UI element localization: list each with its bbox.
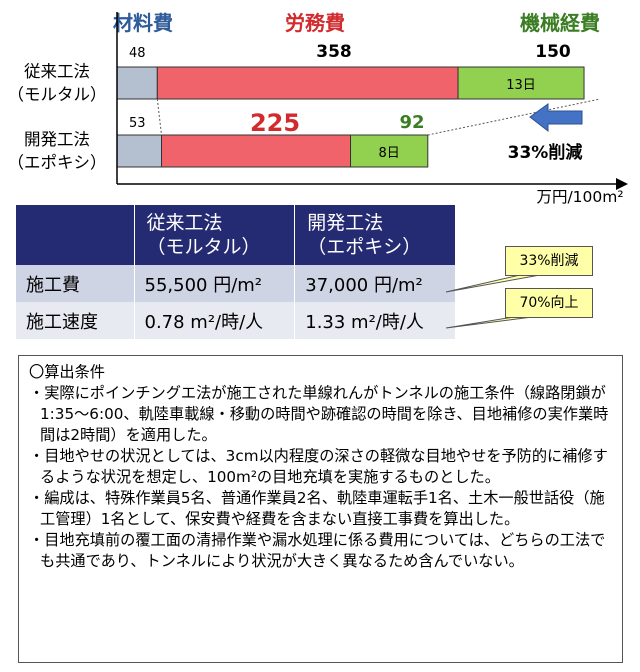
cell-cost-developed: 37,000 円/m² xyxy=(294,265,456,302)
callout-speed-improvement: 70%向上 xyxy=(505,288,593,318)
series-name-label: 材料費 xyxy=(113,11,173,35)
table-header-developed: 開発工法 （エポキシ） xyxy=(294,205,456,265)
table-row-cost: 施工費 55,500 円/m² 37,000 円/m² xyxy=(16,265,456,302)
header-developed-line2: （エポキシ） xyxy=(307,236,422,258)
cell-speed-developed: 1.33 m²/時/人 xyxy=(294,302,456,339)
segment-duration-label: 8日 xyxy=(379,146,400,161)
x-axis-label: 万円/100m² xyxy=(536,188,623,205)
notes-item: ・編成は、特殊作業員5名、普通作業員2名、軌陸車運転手1名、土木一般世話役（施工… xyxy=(29,489,605,528)
header-developed-line1: 開発工法 xyxy=(307,212,384,234)
notes-item: ・目地やせの状況としては、3cm以内程度の深さの軽微な目地やせを予防的に補修する… xyxy=(29,447,608,486)
connector-line xyxy=(427,98,601,136)
notes-item: ・実際にポインチングエ法が施工された単線れんがトンネルの施工条件（線路閉鎖が1:… xyxy=(29,384,609,444)
cell-cost-conventional: 55,500 円/m² xyxy=(134,265,296,302)
header-conventional-line1: 従来工法 xyxy=(146,212,223,234)
calculation-conditions: 〇算出条件 ・実際にポインチングエ法が施工された単線れんがトンネルの施工条件（線… xyxy=(18,355,623,663)
cell-speed-conventional: 0.78 m²/時/人 xyxy=(134,302,296,339)
table-header-row: 従来工法 （モルタル） 開発工法 （エポキシ） xyxy=(16,205,456,265)
bar-segment xyxy=(116,134,163,168)
reduction-annotation: 33%削減 xyxy=(508,142,583,163)
table-header-conventional: 従来工法 （モルタル） xyxy=(134,205,296,265)
table-corner-cell xyxy=(16,205,135,265)
row-label-speed: 施工速度 xyxy=(16,302,135,339)
table-row-speed: 施工速度 0.78 m²/時/人 1.33 m²/時/人 xyxy=(16,302,456,339)
row-label-cost: 施工費 xyxy=(16,265,135,302)
data-label: 225 xyxy=(250,109,300,137)
data-label: 358 xyxy=(316,42,352,62)
series-name-label: 労務費 xyxy=(285,11,345,35)
bar-segment xyxy=(116,66,158,100)
header-conventional-line2: （モルタル） xyxy=(146,236,261,258)
data-label: 53 xyxy=(129,116,146,131)
data-label: 92 xyxy=(399,112,424,133)
category-label: （モルタル） xyxy=(8,85,107,104)
x-axis-arrow-icon xyxy=(616,178,628,190)
callout-cost-reduction: 33%削減 xyxy=(505,246,593,276)
comparison-table: 従来工法 （モルタル） 開発工法 （エポキシ） 施工費 55,500 円/m² … xyxy=(16,205,456,339)
bar-segment xyxy=(457,66,585,100)
left-arrow-icon xyxy=(529,103,583,133)
series-name-label: 機械経費 xyxy=(520,11,600,35)
segment-duration-label: 13日 xyxy=(506,78,536,93)
category-label: 開発工法 xyxy=(24,130,90,149)
bar-segment xyxy=(350,134,429,168)
notes-heading: 〇算出条件 xyxy=(29,363,105,381)
category-label: （エポキシ） xyxy=(8,153,107,172)
bar-segment xyxy=(156,66,459,100)
category-label: 従来工法 xyxy=(24,62,90,81)
data-label: 150 xyxy=(535,42,571,62)
notes-item: ・目地充填前の覆工面の清掃作業や漏水処理に係る費用については、どちらの工法でも共… xyxy=(29,531,606,570)
data-label: 48 xyxy=(129,46,146,61)
